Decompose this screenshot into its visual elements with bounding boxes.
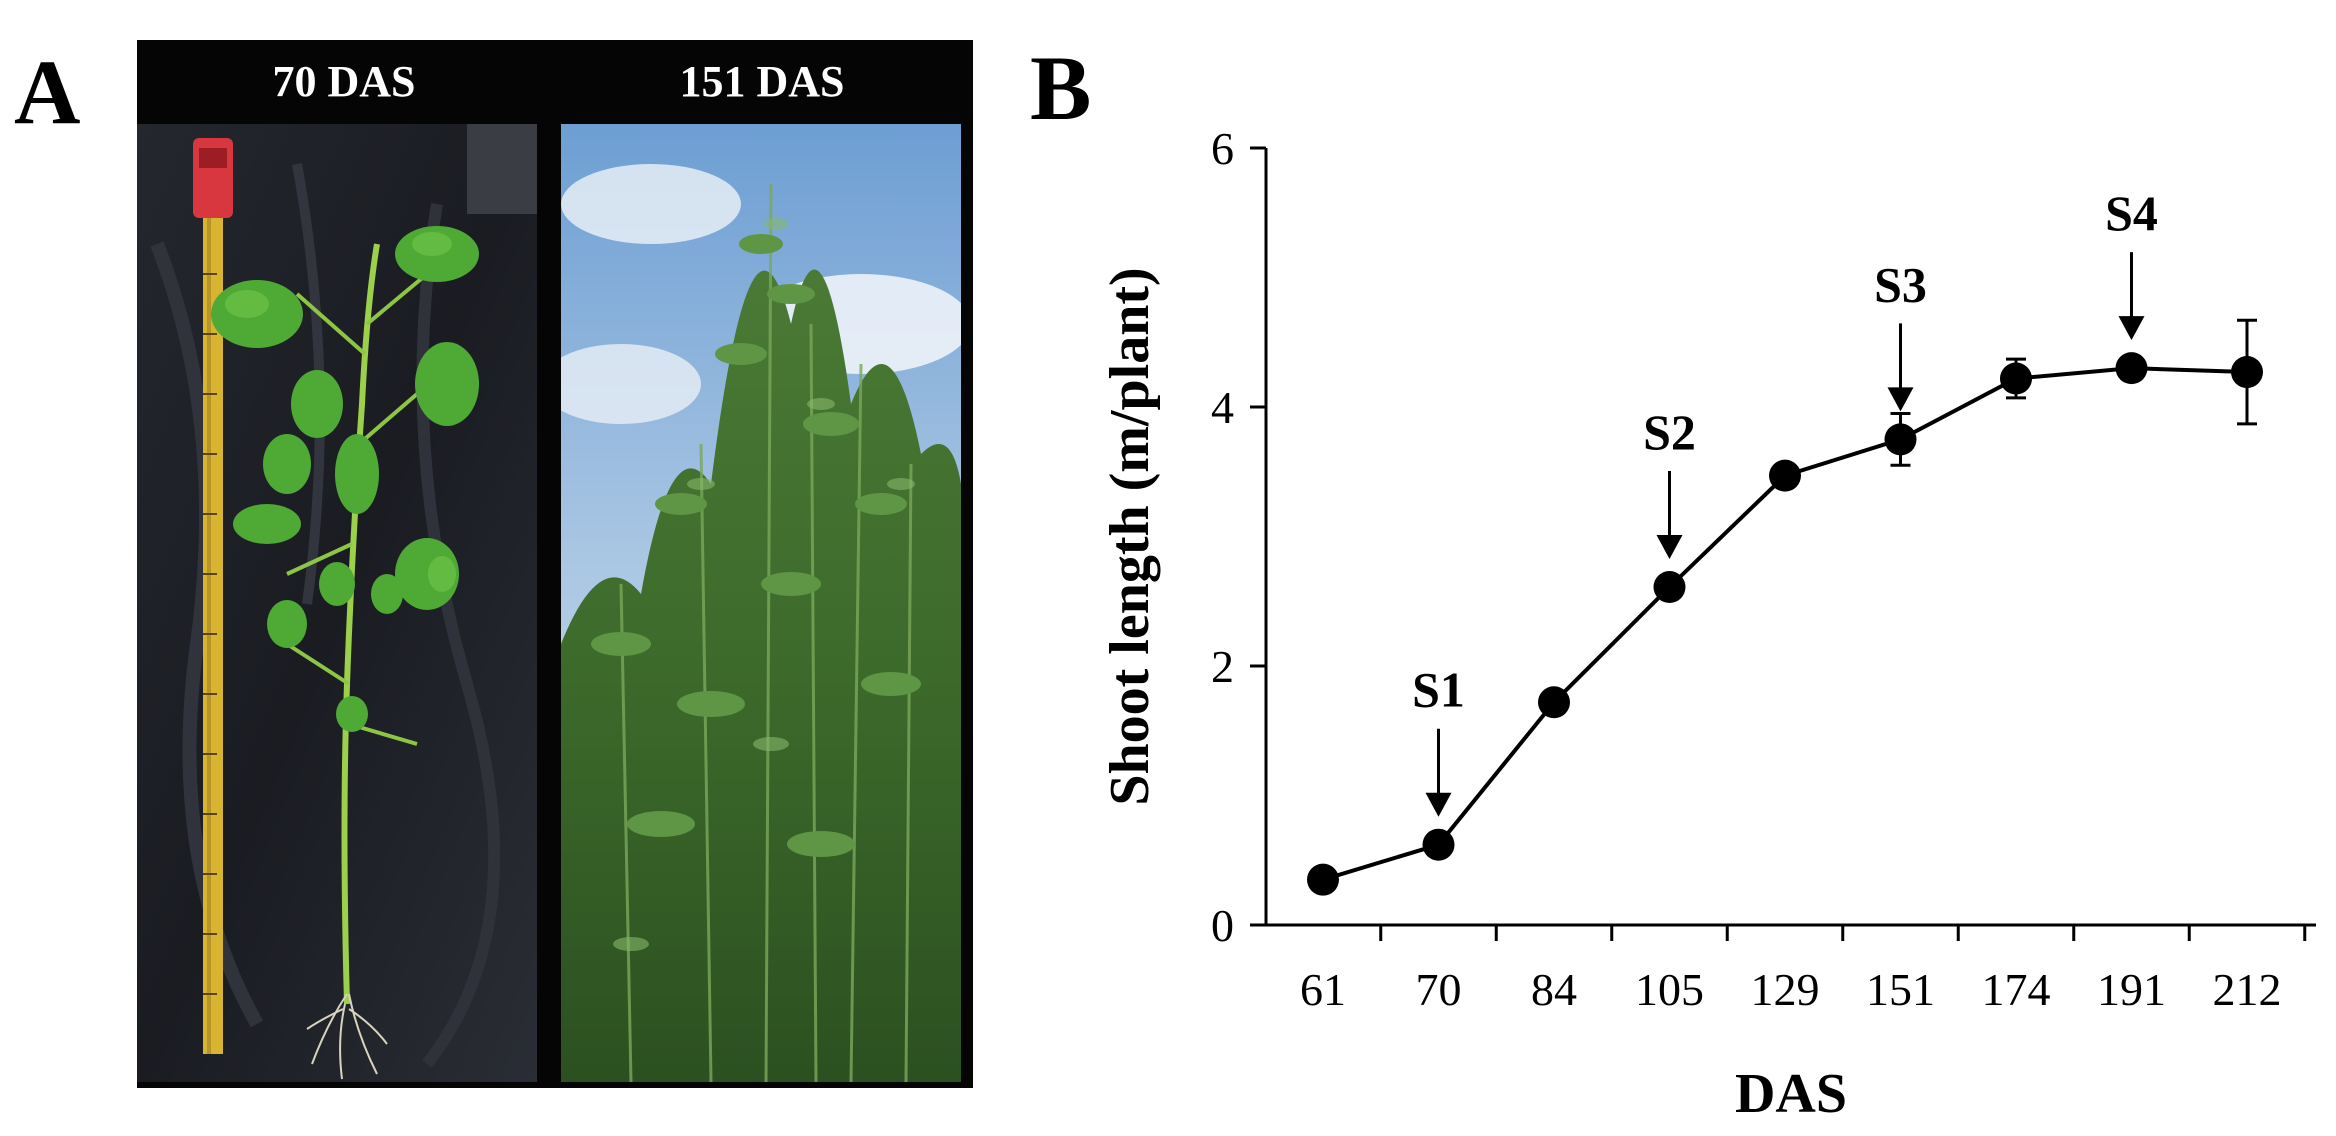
data-point — [1653, 571, 1686, 604]
panel-b-letter: B — [1030, 37, 1092, 139]
data-point — [1422, 828, 1455, 861]
data-point — [2000, 362, 2032, 395]
x-tick-label: 105 — [1635, 964, 1704, 1015]
data-point — [2231, 356, 2263, 389]
annotation-label: S2 — [1643, 404, 1696, 460]
right-photo-label: 151 DAS — [679, 56, 845, 106]
data-point — [1307, 863, 1339, 896]
plant-151-das-photo — [561, 124, 961, 1082]
annotation-label: S1 — [1412, 662, 1465, 718]
panel-a-letter: A — [14, 41, 81, 143]
data-point — [1884, 423, 1917, 456]
x-axis-label: DAS — [1735, 1063, 1847, 1125]
x-tick-label: 174 — [1982, 964, 2051, 1015]
y-tick-label: 6 — [1211, 123, 1234, 174]
series-line — [1322, 366, 2248, 882]
x-tick-label: 151 — [1866, 964, 1935, 1015]
photo-panel: 70 DAS 151 DAS — [137, 40, 973, 1088]
annotation-label: S4 — [2105, 185, 2158, 241]
x-tick-label: 61 — [1300, 964, 1346, 1015]
y-tick-label: 2 — [1211, 641, 1234, 692]
annotation-arrow-head — [1425, 792, 1452, 817]
data-points — [1307, 352, 2263, 896]
y-tick-label: 4 — [1211, 382, 1234, 433]
annotation-arrow-head — [2118, 316, 2145, 341]
x-tick-label: 129 — [1751, 964, 1820, 1015]
data-point — [1538, 686, 1570, 719]
x-ticks: 61 70 84 105 129 151 174 191 212 — [1300, 925, 2307, 1015]
plant-70-das-photo — [137, 124, 537, 1082]
x-tick-label: 70 — [1416, 964, 1462, 1015]
y-axis-label: Shoot length (m/plant) — [1099, 267, 1161, 805]
chart-axes — [1264, 148, 2316, 927]
y-tick-label: 0 — [1211, 900, 1234, 951]
plant-70-das-image — [137, 124, 537, 1082]
plant-151-das-image — [561, 124, 961, 1082]
stage-annotations: S1 S2 S3 S4 — [1412, 185, 2158, 817]
annotation-arrow-head — [1887, 387, 1914, 412]
x-tick-label: 191 — [2097, 964, 2166, 1015]
data-point — [2115, 352, 2148, 385]
annotation-arrow-head — [1656, 535, 1683, 560]
x-tick-label: 212 — [2213, 964, 2282, 1015]
error-bars — [1890, 318, 2257, 467]
x-tick-label: 84 — [1531, 964, 1577, 1015]
data-point — [1769, 459, 1801, 492]
y-ticks: 0 2 4 6 — [1211, 123, 1266, 951]
left-photo-label: 70 DAS — [272, 56, 416, 106]
annotation-label: S3 — [1874, 256, 1927, 312]
